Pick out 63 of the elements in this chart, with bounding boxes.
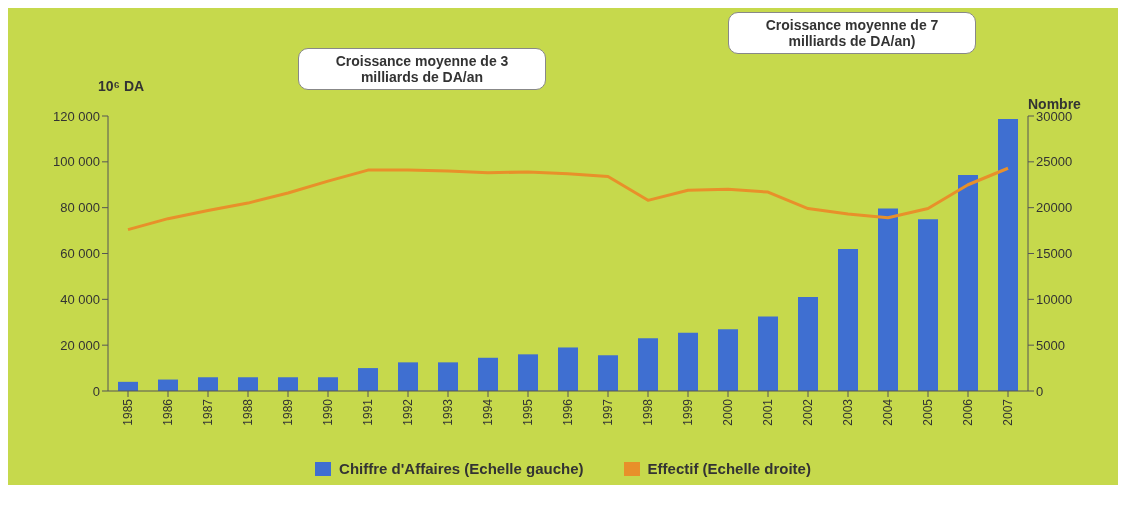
bar [518, 354, 538, 391]
y-tick-label: 20 000 [60, 337, 100, 353]
x-tick-label: 1993 [440, 398, 455, 426]
text: Croissance moyenne de 3 milliards de DA/an [298, 48, 546, 90]
x-tick-label: 2006 [960, 398, 975, 426]
x-tick-label: 1992 [400, 398, 415, 426]
bar [278, 377, 298, 391]
y2-tick-label: 10000 [1036, 291, 1073, 307]
x-tick-label: 2003 [840, 398, 855, 426]
x-tick-label: 2007 [1000, 398, 1015, 426]
x-tick-label: 2002 [800, 398, 815, 426]
bar [758, 316, 778, 391]
bar [678, 332, 698, 391]
text: Croissance moyenne de 7 milliards de DA/an) [728, 12, 976, 54]
x-tick-label: 2001 [760, 398, 775, 426]
bar [718, 329, 738, 391]
line-series [126, 166, 1010, 232]
bar [438, 362, 458, 391]
bar [398, 362, 418, 391]
x-tick-label: 1995 [520, 398, 535, 426]
legend-label: Chiffre d'Affaires (Echelle gauche) [338, 460, 584, 477]
y2-tick-label: 15000 [1036, 246, 1073, 262]
y-tick-label: 60 000 [60, 246, 100, 262]
x-tick-label: 1994 [480, 398, 495, 426]
bar [918, 219, 938, 391]
x-tick-label: 2004 [880, 398, 895, 426]
bar [998, 118, 1018, 391]
y2-tick-label: 25000 [1036, 154, 1073, 170]
x-tick-label: 1997 [600, 398, 615, 426]
y2-tick-label: 5000 [1036, 337, 1065, 353]
x-tick-label: 1998 [640, 398, 655, 426]
bar [238, 377, 258, 391]
y2-tick-label: 20000 [1036, 200, 1073, 216]
bar [638, 338, 658, 391]
y-tick-label: 120 000 [53, 108, 100, 124]
bar [878, 208, 898, 391]
bar [558, 347, 578, 391]
x-tick-label: 1989 [280, 398, 295, 426]
y-tick-label: 80 000 [60, 200, 100, 216]
x-tick-label: 1988 [240, 398, 255, 426]
y-axis-title: 10⁶ DA [98, 78, 145, 94]
y-tick-label: 100 000 [53, 154, 100, 170]
x-tick-label: 2000 [720, 398, 735, 426]
x-tick-label: 1991 [360, 398, 375, 426]
x-tick-label: 1985 [120, 398, 135, 426]
x-tick-label: 1987 [200, 398, 215, 426]
bar [478, 357, 498, 391]
bar [358, 368, 378, 391]
y-tick-label: 40 000 [60, 291, 100, 307]
bar [958, 174, 978, 391]
legend-label: Effectif (Echelle droite) [646, 460, 811, 477]
x-tick-label: 1996 [560, 398, 575, 426]
x-tick-label: 1990 [320, 398, 335, 426]
bar [798, 297, 818, 391]
bar [318, 377, 338, 391]
bar [838, 248, 858, 391]
x-tick-label: 1999 [680, 398, 695, 426]
y2-tick-label: 0 [1036, 383, 1044, 399]
bar [198, 377, 218, 391]
bar [598, 355, 618, 391]
y-tick-label: 0 [92, 383, 100, 399]
x-tick-label: 2005 [920, 398, 935, 426]
x-tick-label: 1986 [160, 398, 175, 426]
